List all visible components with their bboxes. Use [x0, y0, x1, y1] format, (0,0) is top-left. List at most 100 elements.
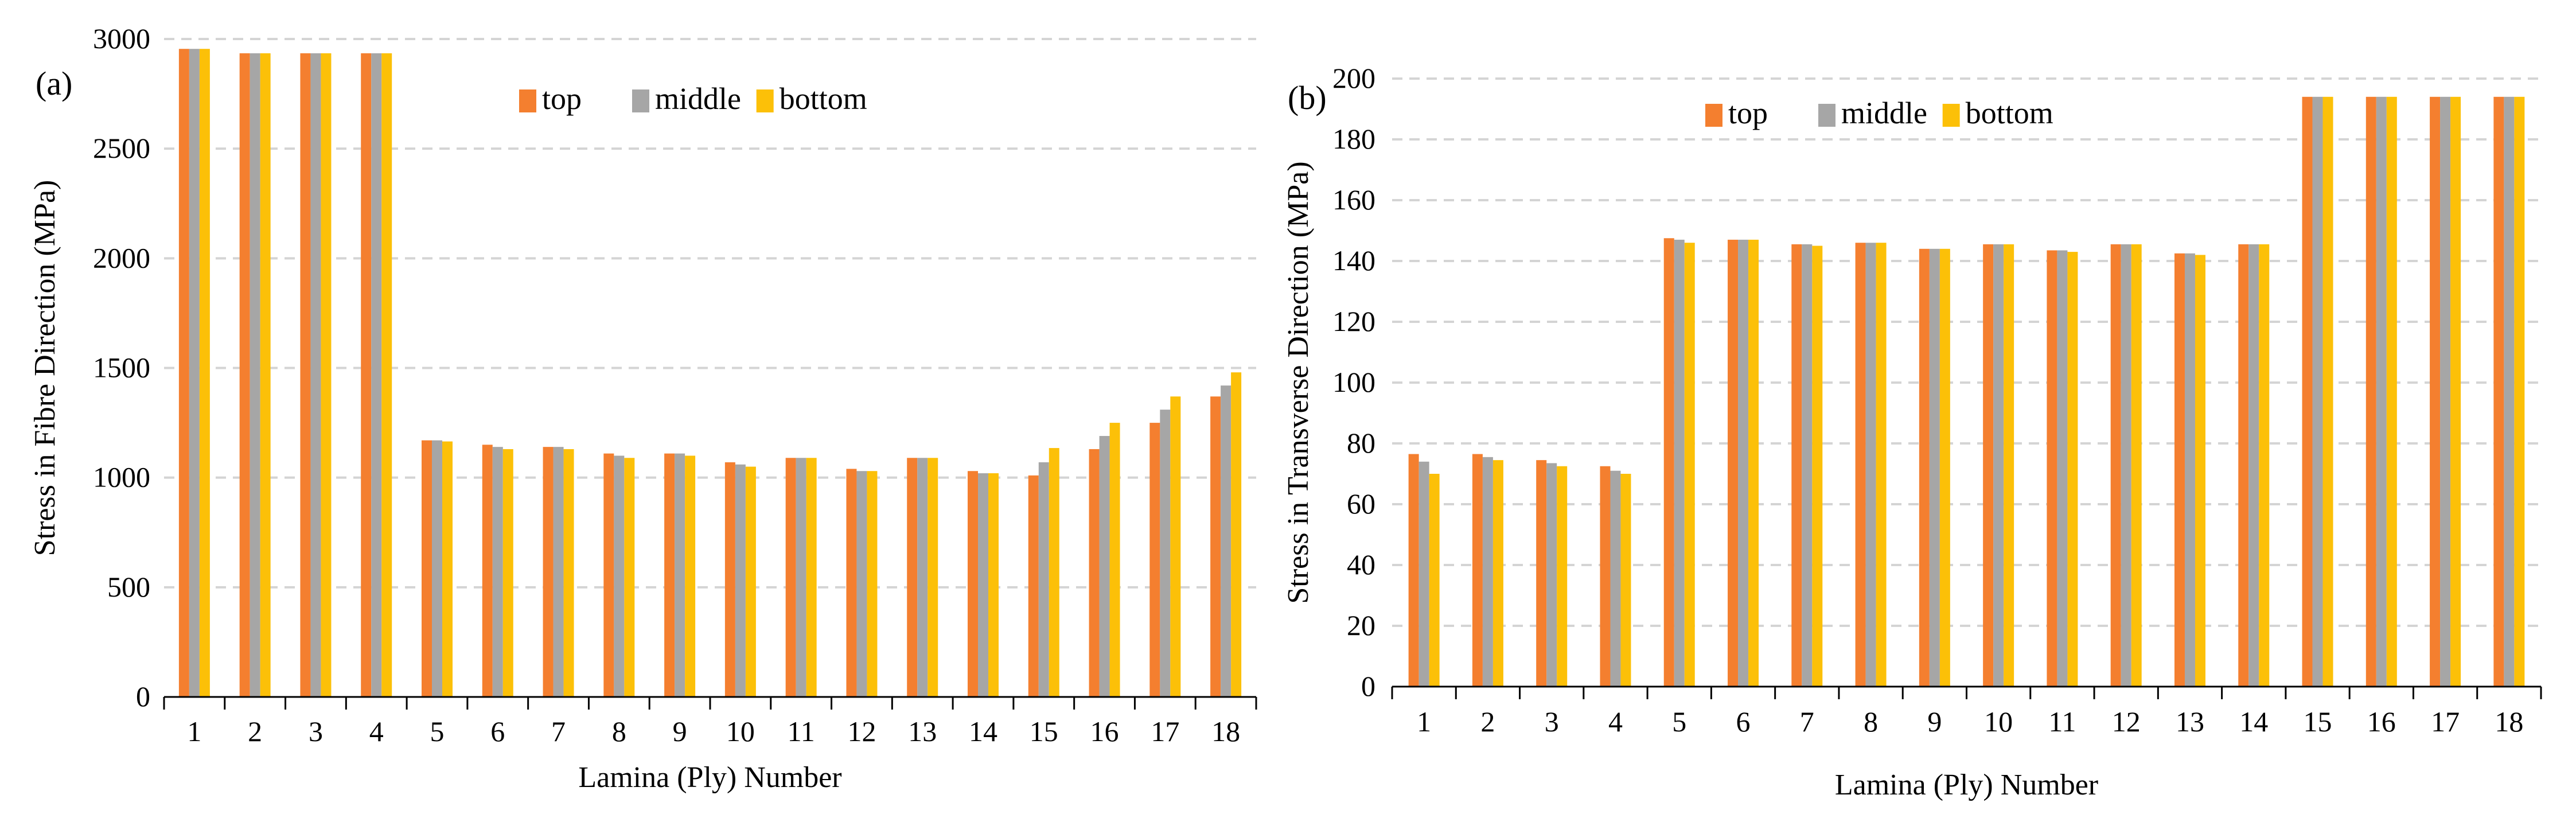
- bar-bottom: [1109, 423, 1120, 697]
- bar-middle: [1482, 457, 1493, 687]
- bar-top: [300, 53, 311, 697]
- bar-bottom: [321, 53, 332, 697]
- bar-middle: [1738, 239, 1749, 687]
- legend-swatch-middle: [632, 89, 649, 112]
- bar-top: [1791, 244, 1802, 687]
- bar-bottom: [1170, 396, 1181, 697]
- x-tick-label: 18: [1211, 715, 1240, 747]
- bar-middle: [1546, 463, 1557, 687]
- bar-top: [785, 458, 796, 697]
- legend-item-middle: middle: [632, 81, 741, 116]
- bar-middle: [1993, 244, 2004, 687]
- bar-middle: [2057, 250, 2068, 687]
- bar-middle: [1221, 385, 1232, 697]
- chart-panel-b: 0 20 40 60 80 100 120 140 160 180 200 1 2 3 4 5 6 7 8 9 10 11…: [1268, 0, 2576, 826]
- bar-middle: [978, 473, 988, 697]
- x-tick-label: 2: [248, 715, 262, 747]
- legend-label-middle: middle: [655, 81, 741, 116]
- y-tick-label: 180: [1332, 123, 1375, 155]
- bar-top: [2302, 96, 2313, 687]
- bar-top: [1408, 454, 1419, 687]
- bar-bottom: [624, 458, 635, 697]
- x-tick-label: 18: [2495, 706, 2523, 738]
- bar-top: [1983, 244, 1994, 687]
- bar-top: [1600, 466, 1611, 687]
- legend-label-top: top: [542, 81, 582, 116]
- bar-top: [1149, 423, 1160, 697]
- legend-item-bottom: bottom: [1942, 96, 2053, 130]
- bar-top: [2365, 96, 2376, 687]
- y-tick-label: 20: [1347, 609, 1375, 641]
- x-tick-label: 11: [2048, 706, 2076, 738]
- bar-middle: [1674, 239, 1685, 687]
- legend-item-middle: middle: [1818, 96, 1927, 130]
- bar-middle: [1929, 248, 1940, 687]
- bar-top: [2238, 244, 2249, 687]
- bar-bottom: [2067, 252, 2078, 687]
- x-tick-label: 7: [1800, 706, 1814, 738]
- y-tick-label: 80: [1347, 427, 1375, 459]
- bar-top: [543, 447, 554, 697]
- y-tick-label: 200: [1332, 62, 1375, 94]
- x-tick-label: 10: [1984, 706, 2013, 738]
- x-axis-title: Lamina (Ply) Number: [578, 761, 841, 794]
- bar-middle: [310, 53, 321, 697]
- y-tick-label: 160: [1332, 184, 1375, 216]
- bar-middle: [796, 458, 806, 697]
- bar-top: [482, 445, 493, 697]
- bar-top: [1028, 475, 1039, 697]
- panel-label: (a): [36, 65, 72, 102]
- bar-bottom: [199, 49, 210, 698]
- legend-swatch-top: [1705, 104, 1722, 127]
- x-tick-label: 13: [908, 715, 937, 747]
- bar-top: [1210, 396, 1221, 697]
- legend-item-top: top: [1705, 96, 1768, 130]
- bar-bottom: [442, 441, 453, 697]
- bar-middle: [553, 447, 564, 697]
- x-tick-label: 17: [1151, 715, 1179, 747]
- bar-bottom: [381, 53, 392, 697]
- bar-top: [724, 462, 735, 697]
- bar-top: [1919, 248, 1930, 687]
- bar-top: [1728, 239, 1739, 687]
- legend-swatch-bottom: [1942, 104, 1960, 127]
- bar-middle: [917, 458, 928, 697]
- bar-top: [846, 469, 857, 697]
- bar-top: [1855, 243, 1866, 687]
- bar-top: [2430, 96, 2441, 687]
- x-tick-label: 16: [2367, 706, 2396, 738]
- x-tick-label: 9: [673, 715, 687, 747]
- x-tick-label: 6: [490, 715, 505, 747]
- bar-bottom: [502, 449, 513, 697]
- bar-middle: [1099, 436, 1110, 697]
- bar-bottom: [1876, 243, 1887, 687]
- bar-middle: [189, 49, 200, 698]
- x-tick-label: 15: [2304, 706, 2332, 738]
- x-tick-label: 8: [612, 715, 626, 747]
- x-tick-label: 3: [1545, 706, 1559, 738]
- bar-bottom: [1492, 460, 1503, 687]
- legend-label-middle: middle: [1841, 96, 1927, 130]
- y-tick-label: 40: [1347, 548, 1375, 580]
- bar-middle: [371, 53, 382, 697]
- legend-label-bottom: bottom: [780, 81, 867, 116]
- legend-swatch-middle: [1818, 104, 1835, 127]
- bar-middle: [735, 464, 746, 697]
- y-axis-title: Stress in Transverse Direction (MPa): [1282, 161, 1315, 603]
- y-tick-label: 1500: [93, 352, 150, 384]
- y-tick-label: 0: [1361, 670, 1375, 702]
- bar-bottom: [2195, 255, 2205, 687]
- y-tick-label: 1000: [93, 461, 150, 493]
- x-tick-label: 15: [1030, 715, 1058, 747]
- y-tick-label: 2000: [93, 241, 150, 274]
- bar-top: [2110, 244, 2121, 687]
- y-axis-title: Stress in Fibre Direction (MPa): [29, 180, 61, 556]
- bar-middle: [2121, 244, 2131, 687]
- bar-middle: [1160, 410, 1171, 697]
- legend-swatch-top: [519, 89, 536, 112]
- bar-top: [2174, 253, 2185, 687]
- bar-middle: [614, 455, 625, 697]
- bar-bottom: [1429, 474, 1440, 687]
- bar-middle: [2504, 96, 2515, 687]
